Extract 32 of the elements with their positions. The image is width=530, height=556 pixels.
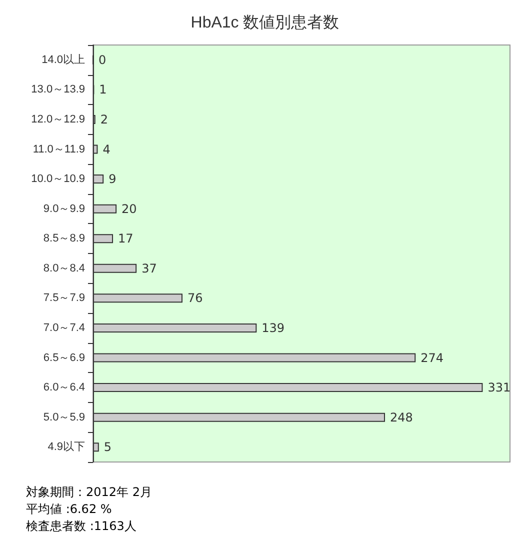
y-tick-label: 9.0～9.9 — [43, 202, 85, 215]
y-tick-label: 14.0以上 — [42, 52, 85, 66]
text: 対象期間：2012年 2月 — [26, 484, 152, 501]
text: 検査患者数 :1163人 — [26, 518, 138, 535]
data-label: 17 — [118, 232, 134, 246]
y-tick-label: 6.0～6.4 — [43, 382, 85, 394]
data-label: 2 — [100, 112, 108, 126]
data-label: 37 — [142, 261, 157, 276]
y-tick-label: 10.0～10.9 — [31, 173, 85, 186]
y-tick-label: 8.5～8.9 — [43, 232, 85, 245]
y-tick-label: 8.0～8.4 — [43, 262, 85, 274]
data-label: 76 — [187, 291, 203, 306]
data-label: 5 — [104, 440, 112, 454]
y-tick-label: 11.0～11.9 — [32, 143, 85, 156]
data-label: 0 — [98, 52, 106, 67]
data-label: 274 — [420, 350, 444, 365]
y-tick-label: 13.0～13.9 — [31, 84, 85, 96]
y-tick-label: 5.0～5.9 — [43, 411, 85, 424]
y-tick-label: 12.0～12.9 — [31, 113, 85, 126]
y-tick-label: 7.5～7.9 — [43, 292, 85, 304]
y-tick-label: 6.5～6.9 — [43, 352, 85, 364]
data-label: 139 — [262, 320, 285, 335]
text: 平均値 :6.62 % — [26, 501, 113, 518]
data-label: 1 — [99, 82, 107, 97]
chart-title: HbA1c 数値別患者数 — [190, 14, 340, 32]
data-label: 4 — [102, 142, 110, 156]
y-tick-label: 7.0～7.4 — [43, 322, 85, 334]
data-label: 20 — [122, 202, 137, 216]
y-tick-label: 4.9以下 — [48, 440, 85, 454]
data-label: 9 — [108, 172, 116, 186]
data-label: 248 — [390, 410, 413, 424]
data-label: 331 — [488, 380, 511, 395]
